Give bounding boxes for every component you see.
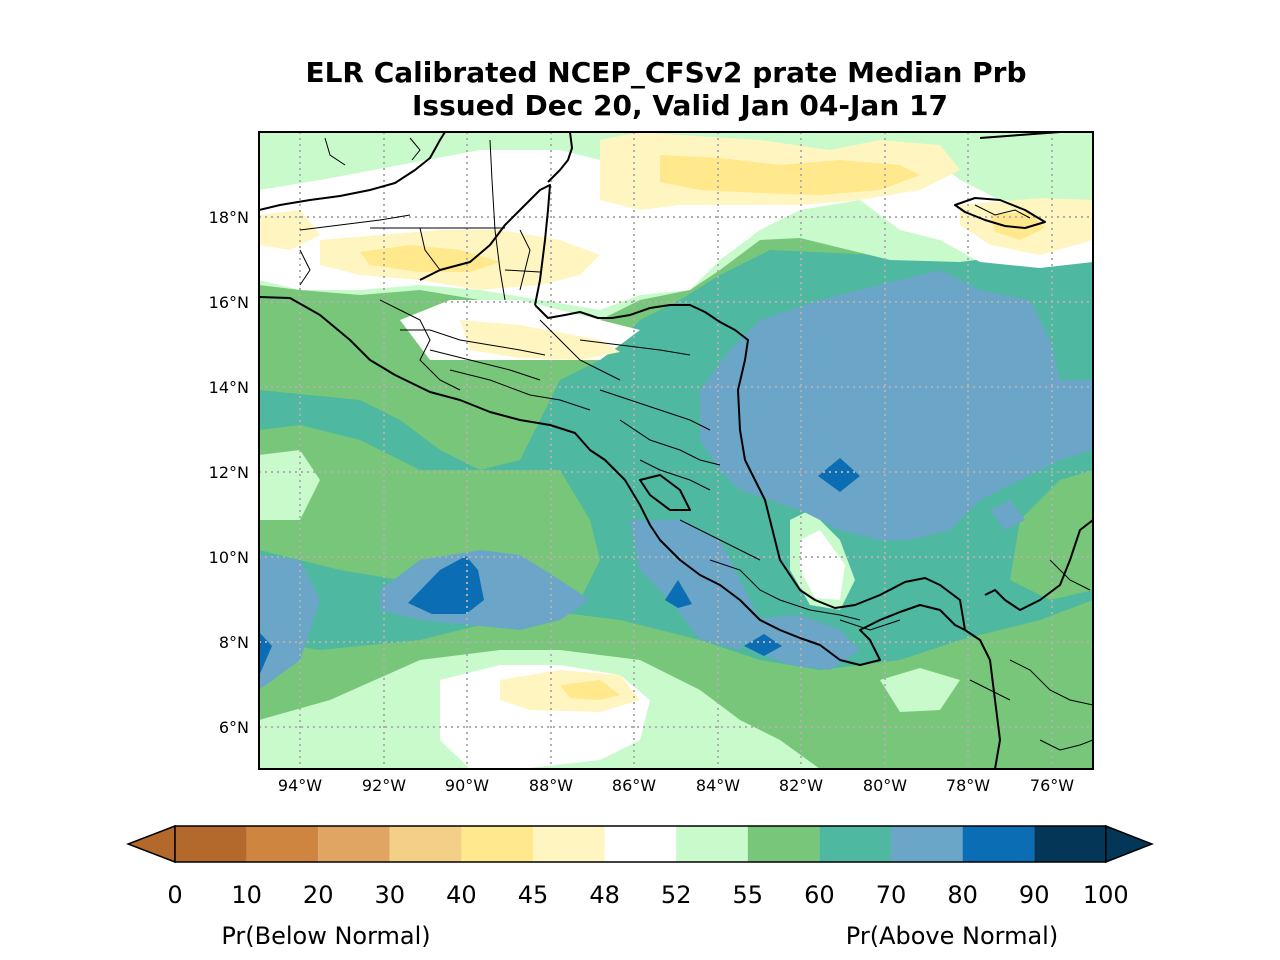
lat-tick-labels: 18°N 16°N 14°N 12°N 10°N 8°N 6°N — [209, 208, 249, 737]
field-region-40-45-south — [560, 680, 620, 700]
field-region-48-52-pocket — [800, 530, 845, 600]
colorbar: 0 10 20 30 40 45 48 52 55 60 70 80 90 10… — [125, 824, 1155, 950]
field-region-45-48-far-west — [259, 210, 320, 250]
colorbar-extend-high — [1105, 824, 1155, 864]
lat-tick-8: 8°N — [219, 633, 249, 652]
field-region-80-90-pacific — [408, 556, 484, 614]
lon-tick-76: 76°W — [1030, 776, 1074, 795]
lon-tick-88: 88°W — [529, 776, 573, 795]
admin-boundaries — [299, 137, 1093, 751]
colorbar-label-below-normal: Pr(Below Normal) — [221, 922, 430, 950]
field-region-45-48-gulf — [460, 320, 620, 360]
lat-tick-14: 14°N — [209, 378, 249, 397]
lon-tick-labels: 94°W 92°W 90°W 88°W 86°W 84°W 82°W 80°W … — [278, 776, 1074, 795]
lon-tick-94: 94°W — [278, 776, 322, 795]
field-region-80-90-south — [744, 634, 782, 656]
colorbar-bin-48-52 — [604, 826, 677, 862]
lon-tick-78: 78°W — [946, 776, 990, 795]
colorbar-bin-70-80 — [891, 826, 963, 862]
colorbar-bin-40-45 — [461, 826, 533, 862]
coastlines — [259, 132, 1093, 769]
colorbar-bin-20-30 — [318, 826, 390, 862]
colorbar-frame — [174, 825, 1107, 863]
colorbar-bin-90-100 — [1034, 826, 1106, 862]
colorbar-label-above-normal: Pr(Above Normal) — [846, 922, 1058, 950]
field-region-40-45-jamaica — [990, 212, 1045, 240]
map-panel: 18°N 16°N 14°N 12°N 10°N 8°N 6°N 94°W 92… — [209, 131, 1094, 795]
lat-tick-12: 12°N — [209, 463, 249, 482]
lon-tick-92: 92°W — [362, 776, 406, 795]
colorbar-tick-40: 40 — [446, 881, 477, 909]
field-region-70-80-southwest — [259, 555, 320, 690]
field-region-80-90-west-edge — [259, 632, 272, 676]
colorbar-tick-100: 100 — [1083, 881, 1129, 909]
field-region-52-55-southeast — [880, 668, 960, 712]
field-region-70-80-caribbean — [700, 270, 1093, 540]
colorbar-bin-30-40 — [389, 826, 462, 862]
lat-tick-16: 16°N — [209, 293, 249, 312]
lon-tick-84: 84°W — [696, 776, 740, 795]
field-region-70-80-east — [990, 500, 1025, 530]
colorbar-bin-52-55 — [676, 826, 748, 862]
colorbar-tick-10: 10 — [231, 881, 262, 909]
colorbar-tick-60: 60 — [804, 881, 835, 909]
colorbar-bin-10-20 — [246, 826, 319, 862]
lon-tick-80: 80°W — [863, 776, 907, 795]
field-region-80-90-nicaragua — [818, 458, 860, 492]
colorbar-tick-20: 20 — [303, 881, 334, 909]
colorbar-tick-70: 70 — [876, 881, 907, 909]
lat-tick-10: 10°N — [209, 548, 249, 567]
title-line-2: Issued Dec 20, Valid Jan 04-Jan 17 — [412, 89, 948, 122]
lat-tick-18: 18°N — [209, 208, 249, 227]
colorbar-tick-80: 80 — [947, 881, 978, 909]
title-line-1: ELR Calibrated NCEP_CFSv2 prate Median P… — [305, 56, 1026, 89]
colorbar-bin-80-90 — [962, 826, 1035, 862]
field-region-70-80-costa-rica — [630, 520, 760, 650]
lon-tick-82: 82°W — [779, 776, 823, 795]
lon-tick-86: 86°W — [612, 776, 656, 795]
colorbar-tick-52: 52 — [661, 881, 692, 909]
colorbar-bin-45-48 — [533, 826, 605, 862]
colorbar-bin-0-10 — [175, 826, 247, 862]
map-frame — [258, 131, 1094, 770]
lat-tick-6: 6°N — [219, 718, 249, 737]
colorbar-tick-45: 45 — [518, 881, 549, 909]
lon-tick-90: 90°W — [445, 776, 489, 795]
colorbar-tick-55: 55 — [733, 881, 764, 909]
colorbar-tick-0: 0 — [167, 881, 182, 909]
field-region-80-90-costa-rica — [665, 580, 692, 608]
colorbar-tick-90: 90 — [1019, 881, 1050, 909]
colorbar-tick-labels: 0 10 20 30 40 45 48 52 55 60 70 80 90 10… — [167, 881, 1128, 909]
colorbar-tick-48: 48 — [589, 881, 620, 909]
field-region-40-45-north — [660, 155, 920, 195]
colorbar-bin-55-60 — [747, 826, 820, 862]
colorbar-extend-low — [125, 824, 176, 864]
colorbar-tick-30: 30 — [375, 881, 406, 909]
field-region-52-55-west — [259, 450, 320, 520]
field-region-40-45-west — [360, 245, 500, 272]
colorbar-bin-60-70 — [819, 826, 891, 862]
